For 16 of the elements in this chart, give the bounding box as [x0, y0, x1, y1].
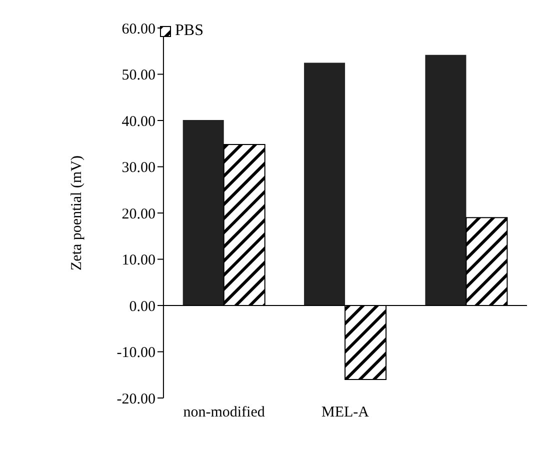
y-tick-label: 10.00: [122, 252, 156, 269]
y-tick-label: 0.00: [129, 298, 156, 315]
y-tick-label: -20.00: [116, 391, 156, 408]
x-tick-label: non-modified: [183, 404, 266, 421]
bar: [425, 54, 466, 306]
y-tick-label: 20.00: [122, 206, 156, 222]
bar: [304, 62, 346, 306]
legend-label: PBS: [175, 22, 204, 40]
y-tick-label: -10.00: [116, 345, 156, 362]
y-tick-label: 60.00: [122, 21, 156, 38]
x-tick-label: MEL-A: [321, 404, 370, 421]
y-tick-label: 30.00: [122, 160, 156, 176]
bar: [182, 120, 224, 306]
y-tick-label: 40.00: [122, 114, 156, 130]
y-tick-label: 50.00: [122, 68, 156, 84]
y-axis-title: Zeta poential (mV): [68, 156, 85, 270]
